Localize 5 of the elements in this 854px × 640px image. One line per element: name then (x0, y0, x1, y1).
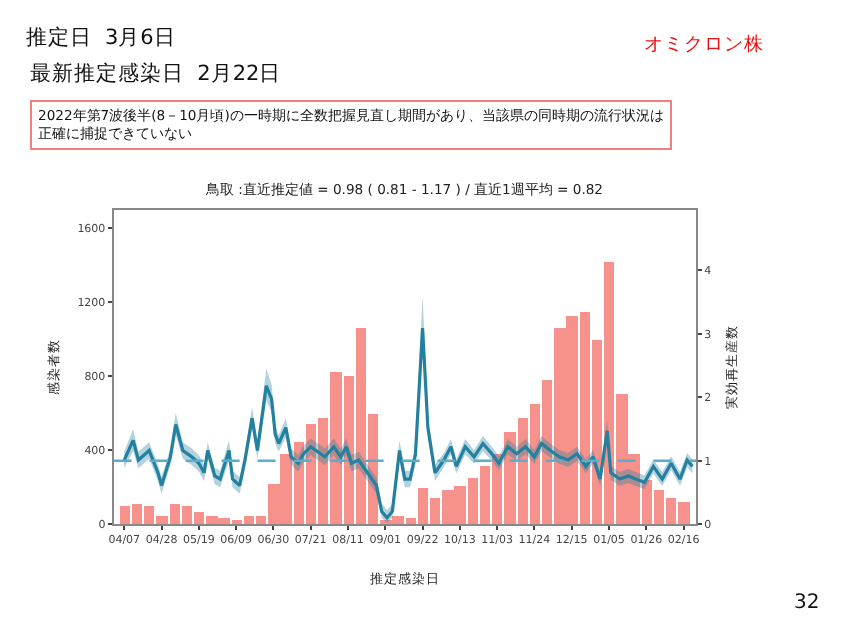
text: 32 (794, 592, 820, 614)
line-series (122, 326, 695, 520)
text: 最新推定感染日 2月22日 (30, 60, 282, 86)
text: オミクロン株 (644, 32, 764, 56)
chart-title: 推定日 3月6日 (25, 23, 176, 50)
